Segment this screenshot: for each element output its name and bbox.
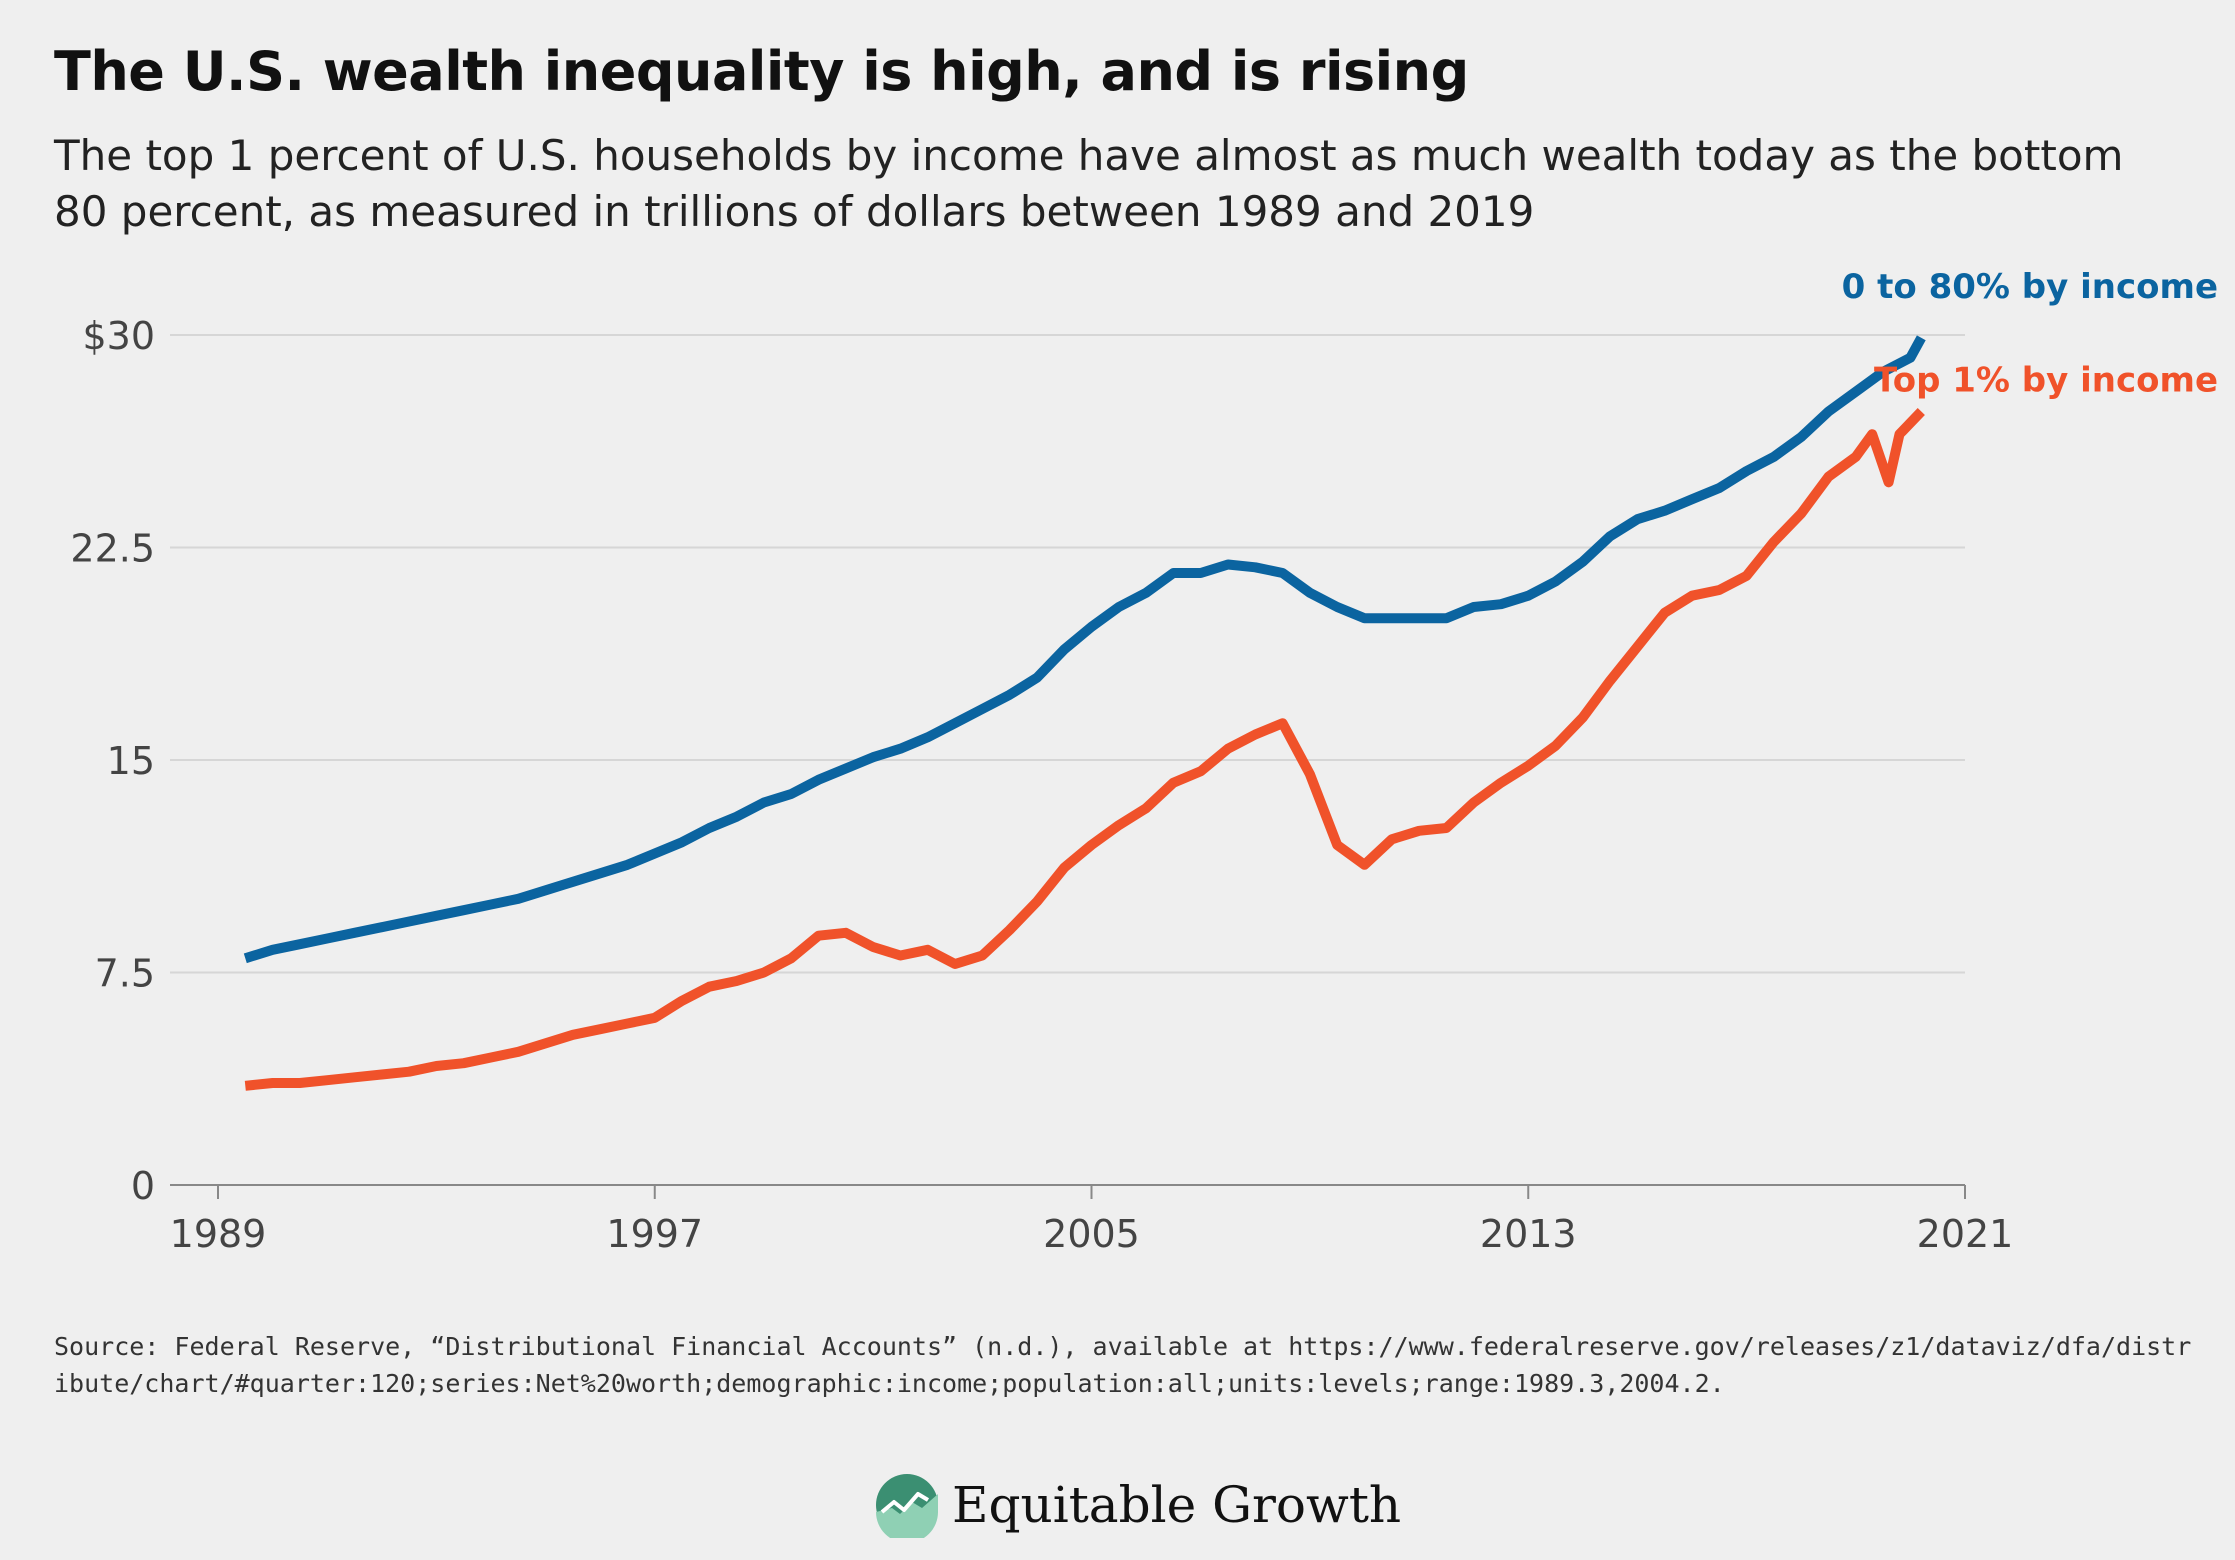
y-tick-label: 0 (131, 1164, 155, 1208)
x-axis: 1989 1997 2005 2013 2021 (170, 1184, 2014, 1256)
line-chart: 1989 1997 2005 2013 2021 0 7.5 15 22.5 $30 0 to … (70, 267, 2218, 1256)
y-tick-label: $30 (82, 314, 155, 358)
series-line-top-1 (244, 408, 1925, 1091)
equitable-growth-logo: Equitable Growth (874, 1472, 1401, 1538)
series-lines (243, 335, 1926, 1091)
series-labels: 0 to 80% by income Top 1% by income (1842, 267, 2218, 401)
y-tick-label: 22.5 (70, 527, 155, 571)
series-line-bottom-80 (243, 335, 1926, 964)
y-tick-label: 7.5 (95, 952, 155, 996)
x-tick-label: 2013 (1480, 1212, 1577, 1256)
x-tick-label: 1989 (170, 1212, 267, 1256)
source-note: Source: Federal Reserve, “Distributional… (54, 1332, 2192, 1398)
gridlines (170, 334, 1965, 974)
y-tick-label: 15 (107, 739, 155, 783)
chart-title: The U.S. wealth inequality is high, and … (54, 40, 1469, 103)
logo-text: Equitable Growth (952, 1476, 1402, 1534)
y-axis: 0 7.5 15 22.5 $30 (70, 314, 155, 1208)
chart-subtitle: The top 1 percent of U.S. households by … (54, 131, 2124, 236)
logo-icon (876, 1474, 938, 1538)
x-tick-label: 1997 (606, 1212, 703, 1256)
x-tick-label: 2021 (1917, 1212, 2014, 1256)
x-tick-label: 2005 (1043, 1212, 1140, 1256)
label-bottom-80: 0 to 80% by income (1842, 267, 2218, 307)
label-top-1: Top 1% by income (1874, 361, 2218, 401)
